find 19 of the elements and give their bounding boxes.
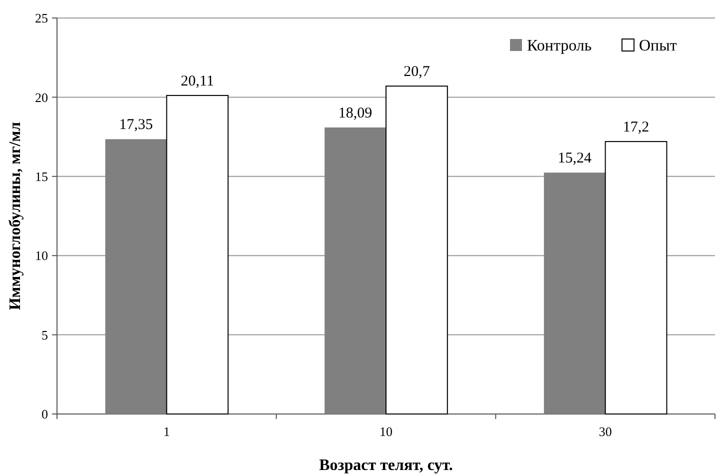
y-tick-label: 15: [35, 168, 48, 184]
legend-label: Контроль: [527, 38, 592, 55]
legend-label: Опыт: [639, 38, 677, 55]
y-axis-title: Иммуноглобулины, мг/мл: [7, 122, 24, 310]
data-label: 20,7: [404, 64, 430, 80]
x-tick-label: 1: [163, 424, 170, 439]
x-tick-label: 30: [598, 424, 612, 439]
x-tick-label: 10: [380, 424, 392, 439]
y-tick-label: 5: [42, 327, 48, 342]
y-tick-label: 25: [35, 10, 48, 26]
y-tick-label: 0: [42, 406, 48, 422]
data-label: 18,09: [338, 105, 372, 122]
data-label: 15,24: [558, 150, 592, 167]
x-axis-title: Возраст телят, сут.: [319, 457, 453, 474]
data-label: 17,2: [622, 120, 650, 136]
data-label: 17,35: [119, 117, 153, 134]
y-tick-label: 20: [35, 90, 48, 105]
data-label: 20,11: [180, 73, 214, 90]
y-tick-label: 10: [35, 248, 48, 264]
